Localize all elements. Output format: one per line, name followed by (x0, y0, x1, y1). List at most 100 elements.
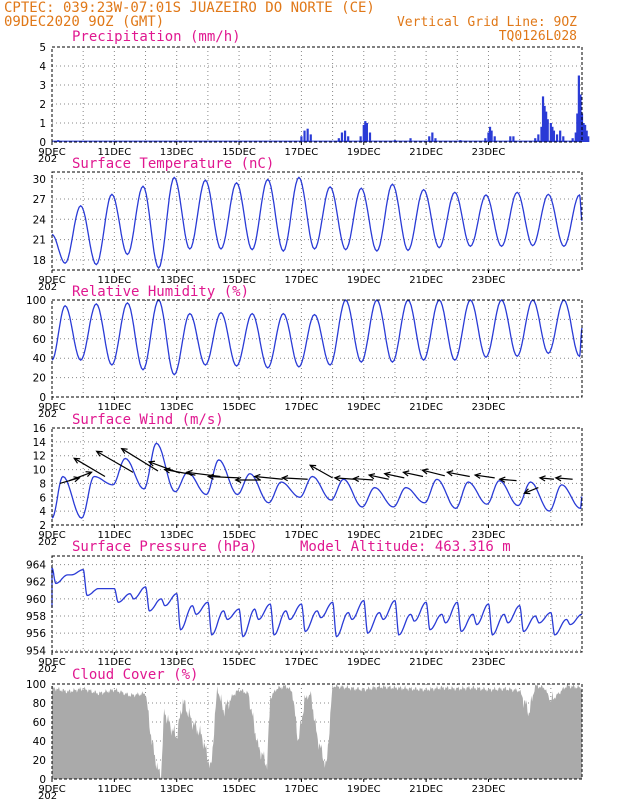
precip-bar (549, 123, 552, 142)
y-tick-label: 956 (26, 628, 46, 640)
x-tick-label: 13DEC (160, 657, 194, 668)
x-tick-label: 13DEC (160, 147, 194, 158)
x-tick-label: 23DEC (472, 275, 506, 286)
x-tick-label: 9DEC (38, 657, 65, 668)
y-tick-label: 2 (39, 520, 46, 532)
precip-bar (309, 134, 312, 142)
x-tick-label: 21DEC (409, 784, 443, 795)
panel-3: 2 4 6 810 12 14 16 9DEC 11DEC 13DEC 15DEC 17DEC 19DE… (33, 423, 583, 548)
y-tick-label: 4 (39, 61, 46, 73)
x-tick-label: 17DEC (285, 657, 319, 668)
precip-bar (551, 126, 554, 142)
wind-vector (421, 468, 445, 477)
precip-bar (409, 138, 412, 142)
temp-title: Surface Temperature (nC) (72, 156, 274, 172)
wind-vector (402, 470, 424, 478)
panel-frame (51, 427, 583, 526)
wind-vector (554, 475, 573, 482)
cloud-cover-area (52, 684, 582, 779)
panel-frame (51, 171, 583, 271)
wind-vector (281, 475, 308, 482)
precip-bar (484, 138, 487, 142)
wind-vector (120, 447, 159, 472)
x-tick-label: 23DEC (472, 657, 506, 668)
y-tick-label: 958 (26, 611, 46, 623)
wind-vector (383, 471, 405, 479)
precip-bar (587, 136, 590, 142)
wind-vector (253, 473, 283, 481)
x-tick-label: 15DEC (222, 402, 256, 413)
precip-bar (576, 113, 579, 142)
x-tick-label: 19DEC (347, 275, 381, 286)
precip-bar (362, 124, 365, 142)
wind-vector (68, 471, 93, 482)
y-tick-label: 100 (26, 295, 46, 307)
y-tick-label: 60 (33, 334, 46, 346)
precip-bar (359, 136, 362, 142)
wind-vector (523, 487, 539, 495)
series-line (51, 299, 583, 376)
x-tick-label: 19DEC (347, 784, 381, 795)
y-tick-label: 6 (39, 492, 46, 504)
precip-bar (562, 136, 565, 142)
precip-bar (343, 130, 347, 142)
y-tick-label: 2 (39, 99, 46, 111)
precip-bar (582, 123, 585, 142)
y-tick-label: 21 (33, 235, 46, 247)
x-tick-label: 19DEC (347, 147, 381, 158)
panel-0: 0 1 2 3 4 5 9DEC 11DEC 13DEC 15DEC 17DEC 19DEC 21DEC… (38, 42, 590, 165)
x-tick-label: 17DEC (285, 530, 319, 541)
precip-bar (347, 136, 350, 142)
precip-bar (300, 136, 303, 142)
y-tick-label: 0 (39, 392, 46, 404)
panel-frame (51, 683, 583, 780)
panel-frame (51, 299, 583, 398)
wind-vector (333, 475, 355, 482)
y-tick-label: 100 (26, 679, 46, 691)
x-tick-label: 21DEC (409, 657, 443, 668)
x-tick-label: 11DEC (97, 275, 131, 286)
precip-bar (545, 111, 548, 142)
y-tick-label: 40 (33, 353, 46, 365)
y-tick-label: 1 (39, 118, 46, 130)
y-tick-label: 10 (33, 465, 46, 477)
wind-vector (498, 476, 517, 483)
precip-bar (337, 138, 340, 142)
y-tick-label: 80 (33, 698, 46, 710)
x-tick-label: 13DEC (160, 530, 194, 541)
y-tick-label: 0 (39, 137, 46, 149)
precip-bar (340, 132, 344, 142)
x-tick-label: 9DEC (38, 784, 65, 795)
wind-title: Surface Wind (m/s) (72, 412, 224, 428)
x-tick-label: 17DEC (285, 402, 319, 413)
wind-vector (367, 473, 389, 480)
wind-vector (473, 472, 495, 479)
precip-bar (577, 75, 580, 142)
panel-frame (51, 46, 583, 143)
series-line (51, 566, 583, 638)
y-tick-label: 80 (33, 314, 46, 326)
x-year-label: 202 (38, 537, 57, 548)
x-tick-label: 23DEC (472, 402, 506, 413)
x-tick-label: 9DEC (38, 275, 65, 286)
wind-vector (308, 464, 333, 479)
y-tick-label: 960 (26, 594, 46, 606)
panel-frame (51, 555, 583, 653)
y-tick-label: 60 (33, 717, 46, 729)
y-tick-label: 0 (39, 774, 46, 786)
precip-bar (306, 128, 309, 142)
x-tick-label: 23DEC (472, 147, 506, 158)
x-tick-label: 13DEC (160, 402, 194, 413)
precip-bar (552, 130, 556, 142)
precip-title: Precipitation (mm/h) (72, 29, 241, 45)
x-tick-label: 13DEC (160, 275, 194, 286)
x-tick-label: 21DEC (409, 147, 443, 158)
x-tick-label: 23DEC (472, 530, 506, 541)
precip-bar (541, 96, 545, 142)
x-tick-label: 11DEC (97, 530, 131, 541)
humidity-title: Relative Humidity (%) (72, 284, 249, 300)
precip-bar (540, 126, 543, 142)
pressure-title: Surface Pressure (hPa) (72, 539, 257, 555)
precip-bar (546, 119, 549, 142)
